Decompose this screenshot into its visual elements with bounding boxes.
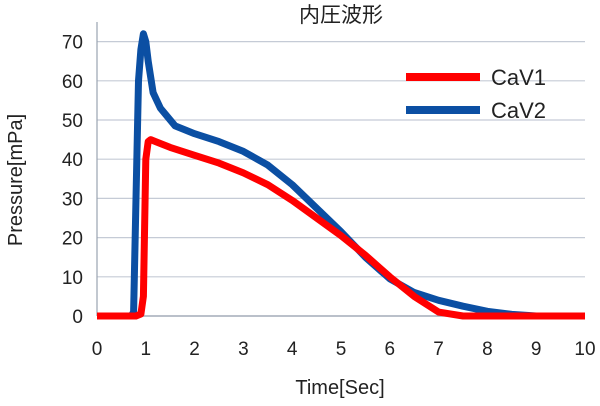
series-line-cav2 — [97, 30, 585, 320]
legend-label-cav1: CaV1 — [491, 65, 546, 90]
x-tick-label: 6 — [385, 339, 396, 360]
x-axis-title: Time[Sec] — [295, 377, 384, 399]
y-tick-label: 40 — [62, 150, 83, 171]
series-line-cav1 — [97, 136, 585, 320]
legend: CaV1 CaV2 — [406, 65, 546, 123]
y-tick-label: 0 — [72, 307, 83, 328]
x-tick-label: 4 — [287, 339, 298, 360]
x-tick-label: 10 — [574, 339, 595, 360]
x-tick-label: 9 — [531, 339, 542, 360]
y-tick-label: 70 — [62, 33, 83, 54]
y-tick-label: 60 — [62, 72, 83, 93]
y-tick-label: 10 — [62, 268, 83, 289]
x-tick-label: 1 — [141, 339, 152, 360]
x-tick-label: 5 — [336, 339, 347, 360]
legend-label-cav2: CaV2 — [491, 98, 546, 123]
x-tick-label: 7 — [433, 339, 444, 360]
y-tick-label: 50 — [62, 111, 83, 132]
tick-labels: 0 10 20 30 40 50 60 70 0 1 2 3 4 5 6 7 8 9 10 — [62, 33, 596, 360]
series-lines — [97, 30, 585, 320]
y-axis-title: Pressure[mPa] — [5, 114, 27, 246]
x-tick-label: 0 — [92, 339, 103, 360]
y-tick-label: 30 — [62, 189, 83, 210]
x-tick-label: 8 — [482, 339, 493, 360]
x-tick-label: 2 — [189, 339, 200, 360]
y-tick-label: 20 — [62, 229, 83, 250]
chart-title: 内圧波形 — [299, 4, 383, 27]
x-tick-label: 3 — [238, 339, 249, 360]
